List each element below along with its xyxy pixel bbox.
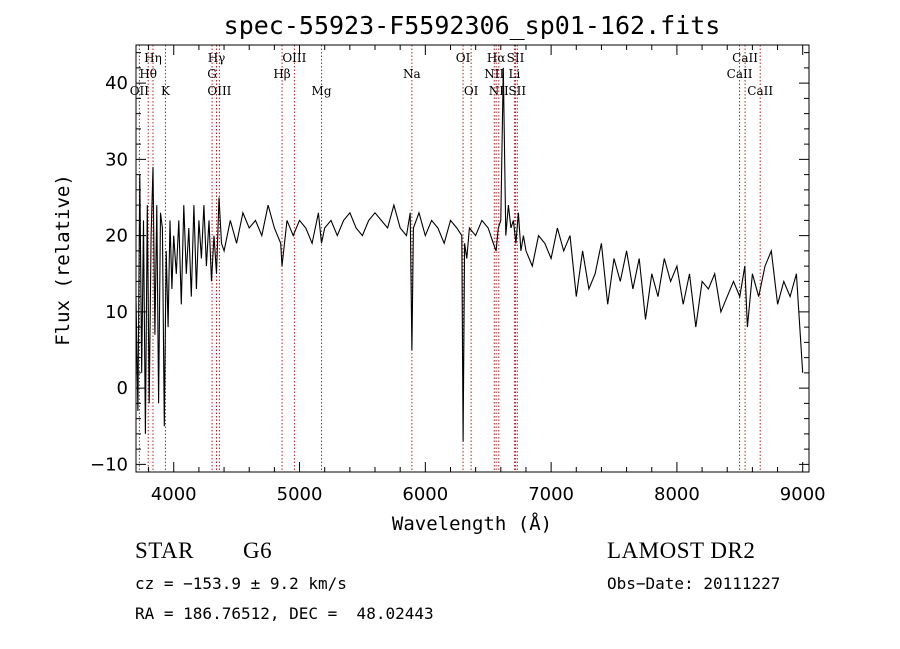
line-label-2: OII	[130, 84, 150, 98]
object-subclass: G6	[243, 538, 273, 563]
redshift-text: cz = −153.9 ± 9.2 km/s	[135, 574, 347, 593]
line-label-7: OIII	[282, 51, 306, 65]
object-class: STAR	[135, 538, 194, 563]
plot-axes	[135, 44, 810, 473]
line-label-11: OI	[456, 51, 471, 65]
line-label-10: Na	[403, 67, 421, 81]
line-label-9: Mg	[312, 84, 332, 98]
tick-labels: 4000 5000 6000 7000 8000 9000 −10 0 10 20 30 40	[90, 73, 826, 505]
line-label-1: Hθ	[139, 67, 157, 81]
line-label-16: SII	[507, 51, 525, 65]
line-label-21: CaII	[747, 84, 773, 98]
line-label-19: CaII	[732, 51, 758, 65]
chart-title: spec-55923-F5592306_sp01-162.fits	[224, 11, 721, 40]
x-axis-label: Wavelength (Å)	[392, 512, 552, 535]
y-tick-label: −10	[90, 454, 128, 475]
line-label-17: Li	[508, 67, 520, 81]
x-tick-label: 4000	[151, 484, 197, 505]
spectrum-series	[135, 67, 804, 442]
spectrum-line	[135, 67, 804, 442]
line-label-8: Hβ	[273, 67, 290, 81]
line-label-12: OI	[464, 84, 479, 98]
y-tick-label: 20	[105, 226, 128, 247]
line-label-4: Hγ	[208, 51, 226, 65]
x-tick-label: 7000	[528, 484, 574, 505]
line-label-15: NII	[489, 84, 509, 98]
y-tick-label: 0	[117, 378, 128, 399]
line-label-0: Hη	[144, 51, 162, 65]
line-label-3: K	[161, 84, 171, 98]
y-axis-label: Flux (relative)	[52, 174, 74, 346]
coordinates-text: RA = 186.76512, DEC = 48.02443	[135, 604, 434, 623]
obs-date: Obs−Date: 20111227	[607, 574, 781, 593]
survey-name: LAMOST DR2	[607, 538, 756, 563]
line-label-13: Hα	[487, 51, 506, 65]
line-label-5: G	[207, 67, 217, 81]
line-label-14: NII	[484, 67, 504, 81]
x-tick-label: 5000	[277, 484, 323, 505]
y-tick-label: 30	[105, 149, 128, 170]
line-label-18: SII	[508, 84, 526, 98]
emission-line-markers	[138, 45, 761, 472]
x-tick-label: 8000	[654, 484, 700, 505]
y-tick-label: 40	[105, 73, 128, 94]
y-tick-label: 10	[105, 302, 128, 323]
line-label-20: CaII	[727, 67, 753, 81]
x-tick-label: 9000	[780, 484, 826, 505]
line-label-6: OIII	[207, 84, 231, 98]
plot-frame	[135, 44, 810, 473]
x-tick-label: 6000	[402, 484, 448, 505]
